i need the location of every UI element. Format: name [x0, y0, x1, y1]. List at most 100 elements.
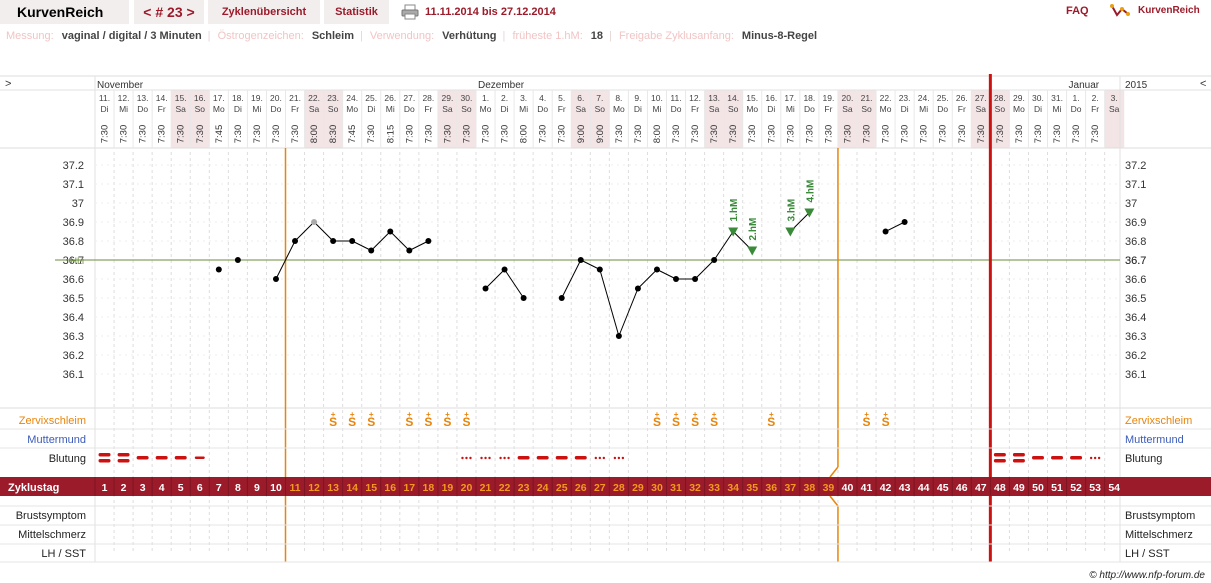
- faq-link[interactable]: FAQ: [1066, 5, 1089, 17]
- cycle-day-number: 9: [254, 482, 260, 494]
- cycle-day-number: 47: [975, 482, 987, 494]
- cycle-day-number: 10: [270, 482, 282, 494]
- cycle-day-number: 38: [804, 482, 816, 494]
- temperature-point: [882, 228, 889, 235]
- weekend-shade: [190, 90, 210, 148]
- cycle-day-number: 32: [689, 482, 701, 494]
- day-date: 18.: [803, 93, 815, 103]
- bleeding-mark-spot: [503, 456, 506, 460]
- day-weekday: Mi: [652, 104, 661, 114]
- cycle-day-number: 15: [365, 482, 377, 494]
- temperature-line-segment: [637, 269, 658, 289]
- tab-statistics[interactable]: Statistik: [324, 0, 389, 24]
- temperature-line-segment: [313, 221, 334, 242]
- day-time: 8:00: [652, 125, 663, 144]
- mucus-mark-plus: +: [369, 410, 374, 419]
- day-date: 15.: [746, 93, 758, 103]
- cycle-day-number: 45: [937, 482, 949, 494]
- temperature-point: [482, 285, 489, 292]
- day-date: 23.: [899, 93, 911, 103]
- cycle-day-number: 18: [423, 482, 435, 494]
- bleeding-mark-medium: [1070, 456, 1083, 460]
- day-time: 7:30: [900, 125, 911, 144]
- temperature-point: [425, 238, 432, 244]
- temperature-point: [577, 257, 584, 263]
- cycle-day-number: 34: [727, 482, 739, 494]
- cycle-day-number: 42: [880, 482, 892, 494]
- setting-label-measurement: Messung:: [6, 30, 54, 42]
- setting-label-estrogen: Östrogenzeichen:: [217, 30, 304, 42]
- bleeding-mark-heavy: [117, 453, 130, 457]
- month-label: November: [97, 80, 144, 91]
- day-weekday: Sa: [576, 104, 587, 114]
- day-time: 7:30: [500, 125, 511, 144]
- high-measurement-label: 3.hM: [786, 199, 797, 222]
- day-time: 7:30: [366, 125, 377, 144]
- setting-value-release: Minus-8-Regel: [741, 30, 818, 42]
- cycle-navigation[interactable]: < # 23 >: [134, 0, 204, 24]
- temperature-line-segment: [694, 259, 715, 280]
- day-date: 3.: [1111, 93, 1118, 103]
- row-label-mucus: Zervixschleim: [19, 415, 86, 427]
- day-time: 7:30: [271, 125, 282, 144]
- y-tick-right: 36.9: [1125, 217, 1146, 229]
- cycle-day-number: 49: [1013, 482, 1025, 494]
- tab-cycle-overview[interactable]: Zyklenübersicht: [208, 0, 320, 24]
- day-date: 20.: [842, 93, 854, 103]
- day-time: 7:30: [747, 125, 758, 144]
- bleeding-mark-spot: [1093, 456, 1097, 460]
- temperature-point: [558, 295, 565, 301]
- cycle-day-number: 54: [1108, 482, 1120, 494]
- temperature-line-segment: [370, 231, 391, 251]
- day-time: 7:30: [785, 125, 796, 144]
- temperature-line-segment: [580, 259, 601, 270]
- mucus-mark-plus: +: [693, 410, 698, 419]
- day-weekday: Fr: [691, 104, 699, 114]
- day-weekday: Di: [767, 104, 775, 114]
- temperature-point: [728, 227, 739, 237]
- fertile-end-line: [829, 466, 839, 478]
- day-date: 5.: [558, 93, 565, 103]
- day-time: 7:45: [214, 125, 225, 144]
- day-weekday: Fr: [291, 104, 299, 114]
- mucus-mark-plus: +: [426, 410, 431, 419]
- y-tick-right: 36.5: [1125, 293, 1146, 305]
- day-weekday: Do: [671, 104, 682, 114]
- day-weekday: Sa: [976, 104, 987, 114]
- day-time: 7:30: [1090, 125, 1101, 144]
- mucus-mark: S: [710, 415, 718, 429]
- temperature-point: [501, 266, 508, 273]
- printer-icon[interactable]: [401, 4, 419, 20]
- day-date: 7.: [596, 93, 603, 103]
- day-weekday: So: [861, 104, 872, 114]
- day-time: 7:30: [728, 125, 739, 144]
- temperature-point: [901, 219, 908, 225]
- temperature-point: [368, 247, 375, 254]
- app-title[interactable]: KurvenReich: [0, 0, 129, 24]
- day-weekday: Di: [234, 104, 242, 114]
- day-date: 24.: [346, 93, 358, 103]
- day-date: 16.: [194, 93, 206, 103]
- day-time: 7:30: [233, 125, 244, 144]
- cycle-day-number: 30: [651, 482, 663, 494]
- day-weekday: Fr: [1091, 104, 1099, 114]
- mucus-mark-plus: +: [445, 410, 450, 419]
- bleeding-mark-spot: [621, 456, 625, 460]
- day-date: 3.: [520, 93, 527, 103]
- cycle-day-number: 50: [1032, 482, 1044, 494]
- day-weekday: Mi: [119, 104, 128, 114]
- day-time: 7:30: [614, 125, 625, 144]
- day-weekday: Sa: [176, 104, 187, 114]
- setting-value-usage: Verhütung: [442, 30, 497, 42]
- day-time: 7:30: [1014, 125, 1025, 144]
- temperature-point: [311, 219, 318, 225]
- day-weekday: Fr: [558, 104, 566, 114]
- day-time: 7:30: [557, 125, 568, 144]
- temperature-point: [349, 238, 356, 244]
- day-date: 11.: [99, 93, 110, 103]
- day-date: 18.: [232, 93, 244, 103]
- day-weekday: Mi: [252, 104, 261, 114]
- day-weekday: Mo: [746, 104, 758, 114]
- y-tick-right: 37.1: [1125, 179, 1146, 191]
- temperature-point: [711, 257, 718, 263]
